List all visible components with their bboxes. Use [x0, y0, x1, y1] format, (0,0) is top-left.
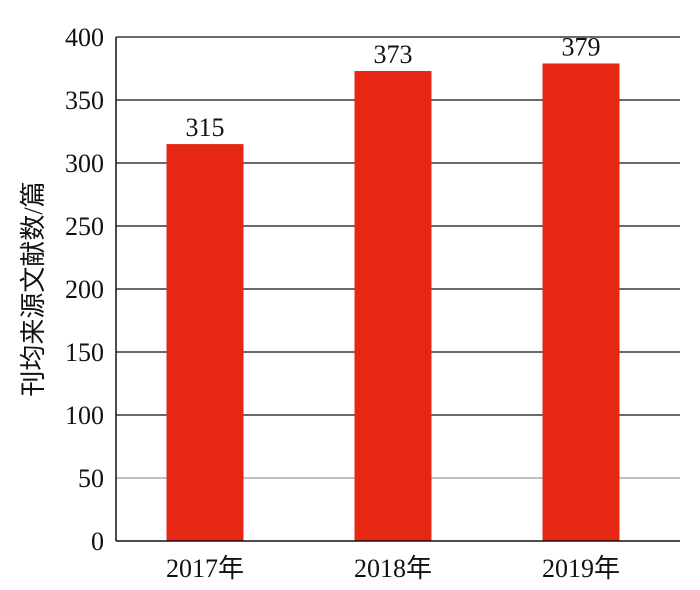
x-tick-label: 2017年: [166, 554, 244, 583]
data-label: 315: [186, 113, 225, 142]
x-tick-label: 2018年: [354, 554, 432, 583]
y-tick-label: 200: [65, 275, 104, 304]
bar: [166, 144, 244, 541]
y-tick-label: 250: [65, 212, 104, 241]
y-tick-label: 150: [65, 338, 104, 367]
y-tick-label: 50: [78, 464, 104, 493]
y-axis-label: 刊均来源文献数/篇: [19, 181, 48, 396]
y-tick-label: 100: [65, 401, 104, 430]
y-tick-label: 300: [65, 149, 104, 178]
y-tick-label: 400: [65, 23, 104, 52]
bar: [354, 71, 432, 542]
data-label: 373: [374, 40, 413, 69]
y-tick-label: 0: [91, 527, 104, 556]
y-tick-label: 350: [65, 86, 104, 115]
data-label: 379: [562, 32, 601, 61]
x-tick-label: 2019年: [542, 554, 620, 583]
bar: [542, 63, 620, 542]
